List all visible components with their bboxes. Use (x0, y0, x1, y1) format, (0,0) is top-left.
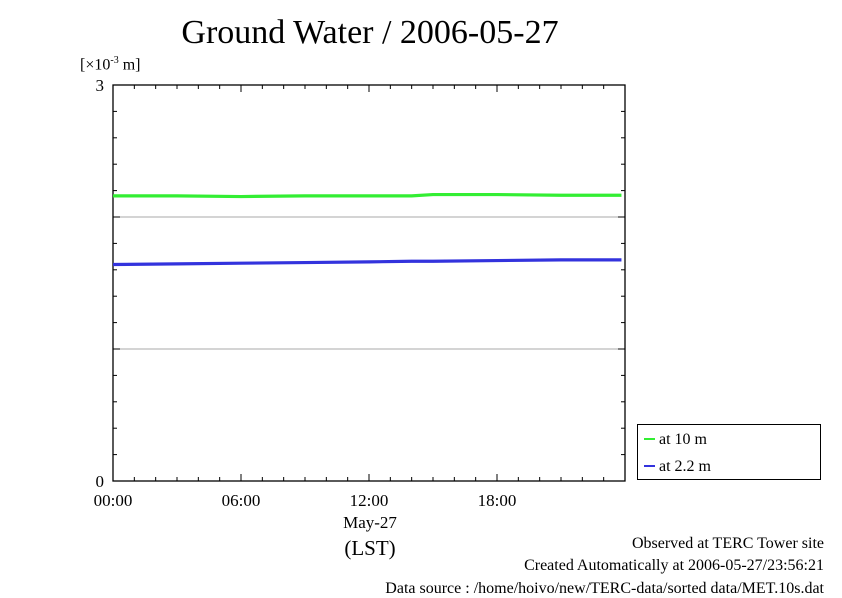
x-axis-timezone-label: (LST) (310, 536, 430, 561)
footer-site: Observed at TERC Tower site (632, 535, 824, 553)
x-axis-date-label: May-27 (310, 513, 430, 533)
y-tick-label: 3 (96, 76, 105, 95)
x-tick-label: 12:00 (350, 491, 389, 510)
footer-source: Data source : /home/hoivo/new/TERC-data/… (385, 580, 824, 598)
legend-item-10m: at 10 m (644, 430, 707, 450)
plot-frame (113, 85, 625, 481)
legend-swatch-10m (644, 438, 655, 440)
y-tick-label: 0 (96, 472, 105, 491)
chart-legend: at 10 m at 2.2 m (637, 424, 821, 480)
legend-swatch-2-2m (644, 465, 655, 467)
legend-label-2-2m: at 2.2 m (659, 458, 711, 475)
legend-label-10m: at 10 m (659, 431, 707, 448)
series-line-2-2m (113, 260, 621, 265)
series-line-10m (113, 195, 621, 197)
footer-created: Created Automatically at 2006-05-27/23:5… (524, 557, 824, 575)
x-tick-label: 06:00 (222, 491, 261, 510)
legend-item-2-2m: at 2.2 m (644, 457, 711, 477)
x-tick-label: 00:00 (94, 491, 133, 510)
x-tick-label: 18:00 (478, 491, 517, 510)
